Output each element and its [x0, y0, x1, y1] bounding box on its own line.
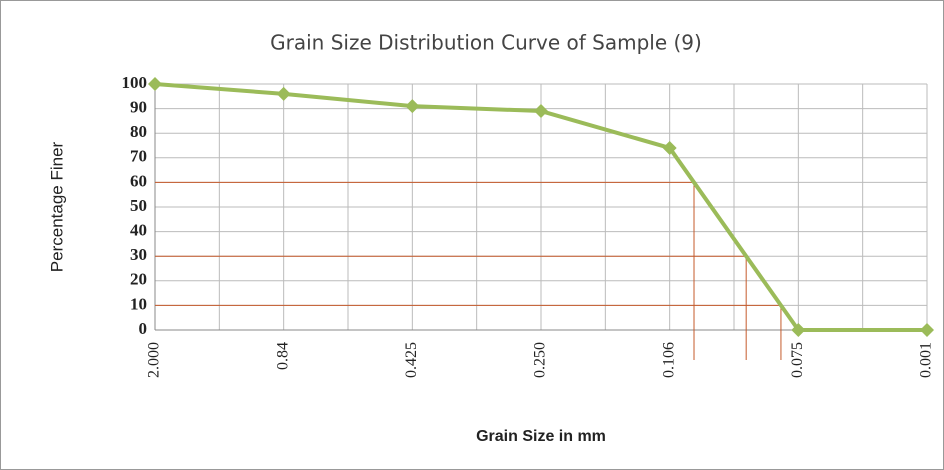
- x-tick-label: 0.425: [403, 342, 420, 378]
- y-tick-label: 90: [130, 98, 147, 117]
- x-tick-label: 0.250: [532, 342, 549, 378]
- x-tick-label: 0.001: [918, 342, 935, 378]
- y-tick-label: 30: [130, 245, 147, 264]
- y-tick-label: 10: [130, 294, 147, 313]
- data-point: [405, 99, 420, 114]
- x-tick-label: 0.075: [789, 342, 806, 378]
- data-point: [534, 104, 548, 119]
- x-tick-label: 0.106: [660, 342, 677, 378]
- data-point: [148, 77, 162, 91]
- data-point: [920, 323, 934, 337]
- data-point: [791, 323, 806, 337]
- x-tick-label: 2.000: [146, 342, 163, 378]
- data-point: [276, 86, 291, 101]
- x-tick-label: 0.84: [274, 342, 291, 370]
- y-tick-label: 70: [130, 147, 147, 166]
- y-tick-label: 0: [139, 319, 148, 338]
- y-tick-label: 40: [130, 221, 147, 240]
- y-axis-label: Percentage Finer: [47, 141, 66, 272]
- y-tick-label: 100: [122, 73, 148, 92]
- x-axis-label: Grain Size in mm: [476, 428, 606, 445]
- y-tick-label: 60: [130, 171, 147, 190]
- y-tick-label: 50: [130, 196, 147, 215]
- y-tick-label: 20: [130, 270, 147, 289]
- chart-title: Grain Size Distribution Curve of Sample …: [270, 31, 702, 55]
- y-tick-label: 80: [130, 122, 147, 141]
- data-point: [662, 140, 677, 155]
